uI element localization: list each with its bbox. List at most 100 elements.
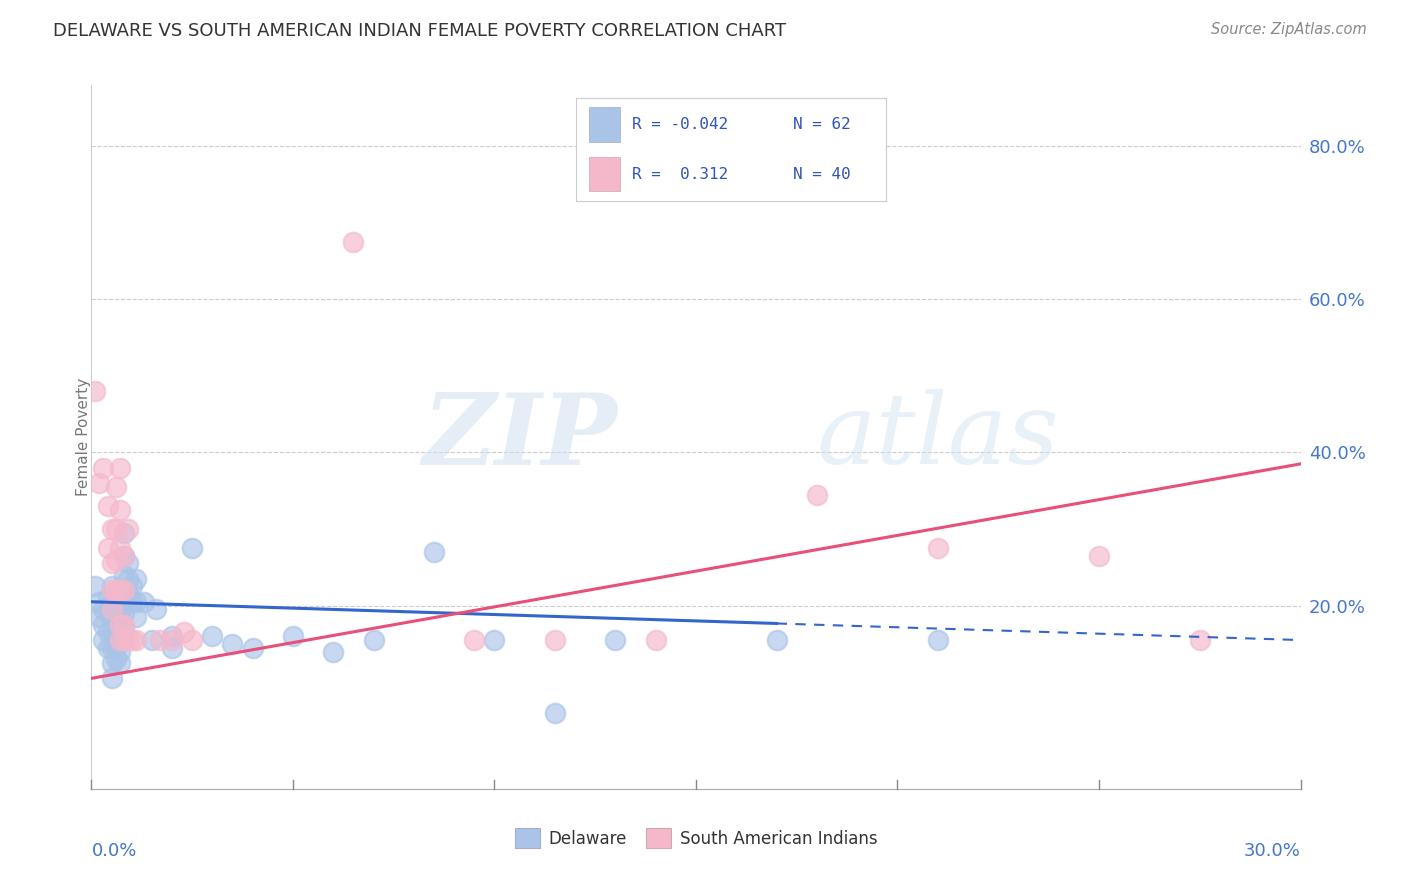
Point (104, 617, 127, 632)
Y-axis label: Female Poverty: Female Poverty (76, 378, 90, 496)
Point (104, 602, 127, 616)
Point (100, 671, 122, 685)
Text: ZIP: ZIP (422, 389, 617, 485)
Point (181, 633, 204, 648)
Point (201, 629, 224, 643)
Point (100, 602, 122, 616)
Point (96, 499, 118, 513)
Point (117, 633, 139, 648)
Point (84, 579, 107, 593)
Text: 0.0%: 0.0% (91, 842, 136, 860)
Text: 30.0%: 30.0% (1244, 842, 1301, 860)
Text: DELAWARE VS SOUTH AMERICAN INDIAN FEMALE POVERTY CORRELATION CHART: DELAWARE VS SOUTH AMERICAN INDIAN FEMALE… (53, 22, 786, 40)
Point (173, 625, 195, 640)
Text: R =  0.312: R = 0.312 (633, 167, 728, 182)
Point (93, 460, 115, 475)
Point (93, 617, 115, 632)
Point (121, 579, 143, 593)
Point (100, 625, 122, 640)
Point (463, 633, 485, 648)
Point (765, 633, 787, 648)
Point (806, 487, 828, 501)
Bar (589, 157, 620, 192)
Point (125, 595, 148, 609)
Point (121, 595, 143, 609)
Text: atlas: atlas (817, 390, 1060, 484)
Point (1088, 549, 1111, 563)
Point (544, 706, 567, 720)
Point (363, 633, 385, 648)
Point (112, 549, 135, 563)
Point (100, 610, 122, 624)
Text: R = -0.042: R = -0.042 (633, 117, 728, 132)
Point (108, 610, 131, 624)
Point (108, 595, 131, 609)
Point (108, 633, 131, 648)
Point (108, 644, 131, 658)
Text: N = 62: N = 62 (793, 117, 851, 132)
Point (117, 522, 139, 536)
Point (112, 525, 135, 540)
Point (125, 572, 148, 586)
Point (104, 629, 127, 643)
Legend: Delaware, South American Indians: Delaware, South American Indians (508, 822, 884, 855)
Point (104, 552, 127, 566)
Point (112, 633, 135, 648)
Point (544, 633, 567, 648)
Point (89, 595, 111, 609)
Point (104, 522, 127, 536)
Point (281, 629, 304, 643)
Text: N = 40: N = 40 (793, 167, 851, 182)
Point (117, 572, 139, 586)
Point (89, 610, 111, 624)
Point (104, 652, 127, 666)
Point (1188, 633, 1211, 648)
Point (112, 568, 135, 582)
Point (104, 583, 127, 598)
Point (149, 633, 172, 648)
Point (89, 476, 111, 491)
Point (132, 595, 155, 609)
Point (423, 545, 446, 559)
Bar (589, 107, 620, 142)
Point (322, 644, 344, 658)
Point (108, 541, 131, 556)
Point (342, 235, 364, 249)
Point (108, 622, 131, 636)
Point (125, 610, 148, 624)
Point (100, 579, 122, 593)
Point (100, 522, 122, 536)
Point (96, 640, 118, 655)
Point (112, 617, 135, 632)
Point (112, 583, 135, 598)
Point (125, 633, 148, 648)
Point (104, 587, 127, 601)
Point (100, 595, 122, 609)
Point (644, 633, 666, 648)
Point (112, 591, 135, 605)
Point (141, 633, 163, 648)
Point (160, 640, 183, 655)
Point (108, 633, 131, 648)
Point (242, 640, 264, 655)
Point (484, 633, 506, 648)
Point (221, 637, 243, 651)
Point (104, 480, 127, 494)
Point (96, 591, 118, 605)
Point (100, 557, 122, 571)
Point (605, 633, 627, 648)
Point (108, 460, 131, 475)
Point (112, 549, 135, 563)
Point (96, 541, 118, 556)
Point (96, 607, 118, 621)
Point (112, 622, 135, 636)
Point (100, 583, 122, 598)
Point (160, 629, 183, 643)
Point (93, 633, 115, 648)
Point (112, 607, 135, 621)
Point (104, 640, 127, 655)
Point (108, 617, 131, 632)
Point (100, 656, 122, 670)
Point (96, 625, 118, 640)
Point (927, 541, 949, 556)
